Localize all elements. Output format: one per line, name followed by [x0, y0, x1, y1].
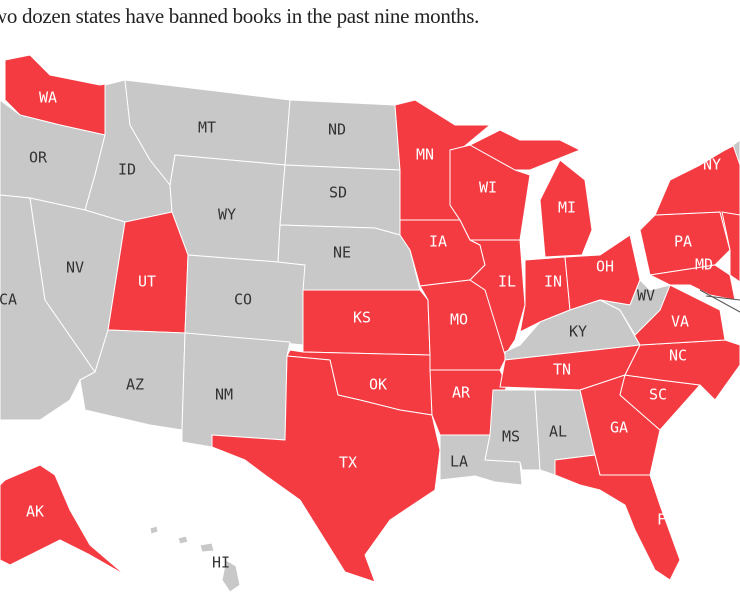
state-label-ks: KS	[353, 309, 371, 327]
state-label-id: ID	[118, 161, 136, 179]
state-shape[interactable]	[199, 542, 215, 553]
state-label-sd: SD	[329, 184, 347, 202]
state-label-nv: NV	[66, 259, 84, 277]
state-label-nm: NM	[215, 386, 233, 404]
state-nm[interactable]	[181, 332, 291, 448]
map-title: wo dozen states have banned books in the…	[0, 4, 480, 28]
state-label-az: AZ	[126, 376, 144, 394]
state-label-mo: MO	[450, 311, 468, 329]
state-label-nc: NC	[669, 347, 687, 365]
state-hi[interactable]	[149, 525, 241, 593]
state-label-wv: WV	[637, 287, 655, 305]
state-label-hi: HI	[212, 554, 230, 572]
state-shape[interactable]	[624, 339, 740, 401]
state-mi[interactable]	[469, 129, 593, 258]
state-label-in: IN	[544, 273, 562, 291]
state-shape[interactable]	[539, 159, 593, 258]
callout-line	[705, 295, 740, 301]
state-label-ga: GA	[610, 419, 628, 437]
state-label-wi: WI	[479, 179, 497, 197]
state-label-ut: UT	[138, 273, 156, 291]
state-label-va: VA	[671, 313, 689, 331]
state-label-tn: TN	[553, 361, 571, 379]
state-label-or: OR	[29, 149, 48, 167]
state-label-mn: MN	[416, 146, 434, 164]
state-label-co: CO	[234, 291, 252, 309]
state-shape[interactable]	[181, 332, 291, 448]
state-shape[interactable]	[469, 239, 526, 356]
state-label-oh: OH	[596, 258, 614, 276]
state-shape[interactable]	[554, 454, 681, 581]
state-label-la: LA	[450, 453, 468, 471]
state-label-mt: MT	[198, 119, 216, 137]
state-label-ia: IA	[429, 233, 447, 251]
state-label-pa: PA	[674, 233, 692, 251]
state-label-md: MD	[695, 256, 713, 274]
state-shape[interactable]	[732, 139, 740, 166]
state-shape[interactable]	[149, 525, 159, 535]
state-label-ak: AK	[26, 503, 44, 521]
state-label-ar: AR	[452, 384, 471, 402]
state-ak[interactable]	[0, 464, 126, 576]
state-label-ms: MS	[502, 428, 520, 446]
state-label-sc: SC	[649, 386, 667, 404]
state-label-ny: NY	[703, 156, 721, 174]
state-vt[interactable]	[732, 139, 740, 166]
state-label-mi: MI	[558, 199, 576, 217]
state-shape[interactable]	[0, 464, 126, 576]
state-label-ok: OK	[369, 376, 387, 394]
state-label-wy: WY	[218, 206, 236, 224]
state-shape[interactable]	[211, 355, 441, 583]
state-label-ky: KY	[569, 323, 587, 341]
state-label-nd: ND	[328, 121, 346, 139]
state-tx[interactable]	[211, 355, 441, 583]
state-label-tx: TX	[339, 454, 357, 472]
state-label-fl: FL	[657, 511, 675, 529]
state-label-al: AL	[549, 423, 567, 441]
state-shape[interactable]	[177, 535, 189, 545]
state-nc[interactable]	[624, 339, 740, 401]
state-nj[interactable]	[721, 211, 740, 283]
state-label-ne: NE	[333, 244, 351, 262]
state-shape[interactable]	[221, 559, 241, 593]
state-shape[interactable]	[721, 211, 740, 283]
state-il[interactable]	[469, 239, 526, 356]
state-label-ca: CA	[0, 291, 17, 309]
state-fl[interactable]	[554, 454, 681, 581]
state-label-il: IL	[498, 273, 516, 291]
callout-line	[699, 289, 740, 313]
state-label-wa: WA	[39, 89, 57, 107]
state-shape[interactable]	[469, 129, 581, 171]
